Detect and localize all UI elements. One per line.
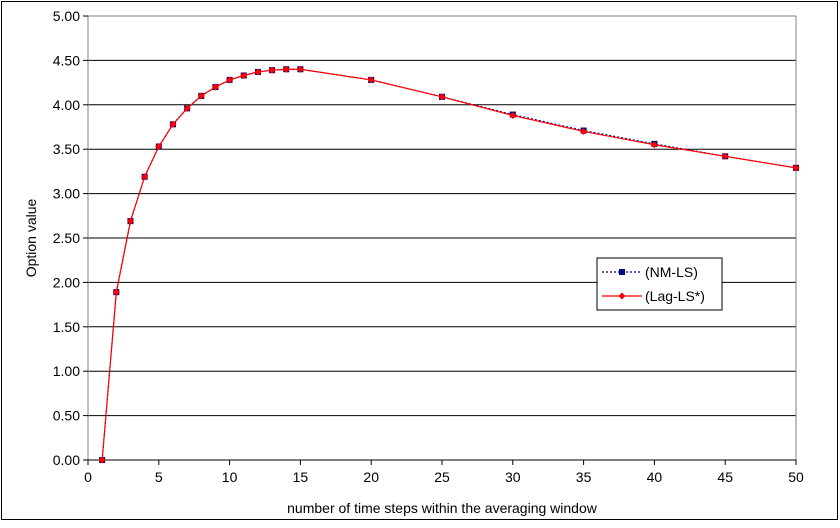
data-point — [169, 120, 177, 128]
data-point — [650, 141, 658, 149]
y-tick-label: 5.00 — [53, 8, 80, 24]
data-point — [155, 143, 163, 151]
x-tick-label: 0 — [84, 469, 92, 485]
legend-entry: (Lag-LS*) — [602, 288, 705, 304]
x-axis-label: number of time steps within the averagin… — [287, 500, 598, 516]
y-tick-label: 2.50 — [53, 230, 80, 246]
series-group — [98, 65, 800, 464]
x-tick-label: 25 — [434, 469, 450, 485]
y-tick-label: 4.50 — [53, 52, 80, 68]
y-axis-ticks: 0.00 0.50 1.00 1.50 2.00 2.50 3.00 3.50 4.00 4.50… — [53, 8, 88, 468]
x-tick-label: 50 — [788, 469, 804, 485]
y-tick-label: 1.50 — [53, 319, 80, 335]
y-tick-label: 0.00 — [53, 452, 80, 468]
legend-label: (NM-LS) — [645, 264, 698, 280]
x-tick-label: 20 — [363, 469, 379, 485]
data-point — [112, 288, 120, 296]
data-point — [438, 93, 446, 101]
data-point — [183, 104, 191, 112]
x-axis-ticks: 0 5 10 15 20 25 30 35 40 45 50 — [84, 459, 804, 485]
legend: (NM-LS) (Lag-LS*) — [596, 257, 723, 311]
series-2 — [98, 65, 800, 464]
data-point — [126, 217, 134, 225]
data-point — [367, 76, 375, 84]
legend-label: (Lag-LS*) — [645, 288, 705, 304]
x-tick-label: 45 — [717, 469, 733, 485]
x-tick-label: 30 — [505, 469, 521, 485]
y-tick-label: 3.00 — [53, 186, 80, 202]
data-point — [254, 68, 262, 76]
data-point — [721, 152, 729, 160]
x-tick-label: 40 — [647, 469, 663, 485]
y-axis-label: Option value — [23, 198, 39, 277]
data-point — [296, 65, 304, 73]
x-tick-label: 5 — [155, 469, 163, 485]
data-point — [619, 269, 625, 275]
series-line — [101, 68, 797, 461]
data-point — [282, 65, 290, 73]
legend-entry: (NM-LS) — [602, 264, 698, 280]
data-point — [211, 83, 219, 91]
y-tick-label: 4.00 — [53, 97, 80, 113]
x-tick-label: 15 — [293, 469, 309, 485]
data-point — [618, 292, 626, 300]
data-point — [240, 71, 248, 79]
y-tick-label: 2.00 — [53, 274, 80, 290]
y-tick-label: 3.50 — [53, 141, 80, 157]
x-tick-label: 10 — [222, 469, 238, 485]
data-point — [141, 173, 149, 181]
data-point — [226, 76, 234, 84]
data-point — [98, 456, 106, 464]
data-point — [792, 164, 800, 172]
data-point — [268, 66, 276, 74]
data-point — [580, 127, 588, 135]
x-tick-label: 35 — [576, 469, 592, 485]
y-tick-label: 0.50 — [53, 408, 80, 424]
data-point — [509, 111, 517, 119]
data-point — [197, 92, 205, 100]
y-tick-label: 1.00 — [53, 363, 80, 379]
legend-box — [596, 257, 723, 311]
